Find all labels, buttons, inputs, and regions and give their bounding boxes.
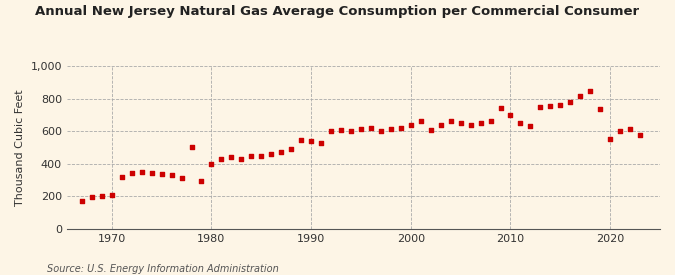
Point (86, 195, 97, 199)
Point (266, 152, 277, 156)
Point (505, 113, 516, 117)
Point (515, 121, 526, 125)
Text: Source: U.S. Energy Information Administration: Source: U.S. Energy Information Administ… (47, 264, 279, 274)
Point (236, 156, 247, 161)
Point (485, 119, 496, 123)
Point (246, 154, 256, 159)
Point (186, 145, 197, 150)
Point (166, 173, 177, 177)
Point (634, 133, 645, 138)
Point (525, 123, 536, 128)
Point (385, 126, 396, 131)
Point (276, 150, 287, 155)
Point (176, 176, 187, 180)
Point (97, 194, 107, 198)
Point (76, 199, 87, 203)
Point (136, 170, 147, 174)
Point (226, 155, 237, 160)
Point (306, 139, 317, 143)
Point (545, 104, 556, 108)
Point (535, 105, 546, 109)
Point (575, 94, 586, 98)
Point (624, 126, 635, 131)
Point (116, 174, 127, 179)
Y-axis label: Thousand Cubic Feet: Thousand Cubic Feet (15, 89, 25, 206)
Point (356, 126, 367, 131)
Point (206, 162, 217, 167)
Point (415, 119, 426, 124)
Point (446, 119, 456, 124)
Point (335, 128, 346, 133)
Text: Annual New Jersey Natural Gas Average Consumption per Commercial Consumer: Annual New Jersey Natural Gas Average Co… (35, 6, 639, 18)
Point (585, 89, 595, 94)
Point (146, 170, 157, 175)
Point (107, 193, 117, 197)
Point (406, 122, 416, 127)
Point (425, 127, 436, 132)
Point (375, 129, 386, 133)
Point (196, 178, 207, 183)
Point (595, 107, 605, 111)
Point (455, 121, 466, 125)
Point (316, 141, 327, 145)
Point (126, 171, 137, 176)
Point (366, 126, 377, 130)
Point (565, 100, 576, 104)
Point (156, 172, 167, 177)
Point (325, 129, 336, 133)
Point (256, 154, 267, 159)
Point (615, 129, 626, 133)
Point (286, 147, 296, 151)
Point (346, 129, 356, 133)
Point (465, 122, 476, 127)
Point (475, 121, 486, 125)
Point (396, 126, 406, 130)
Point (216, 156, 227, 161)
Point (555, 103, 566, 108)
Point (296, 138, 306, 142)
Point (605, 136, 616, 141)
Point (495, 106, 506, 111)
Point (435, 122, 446, 127)
